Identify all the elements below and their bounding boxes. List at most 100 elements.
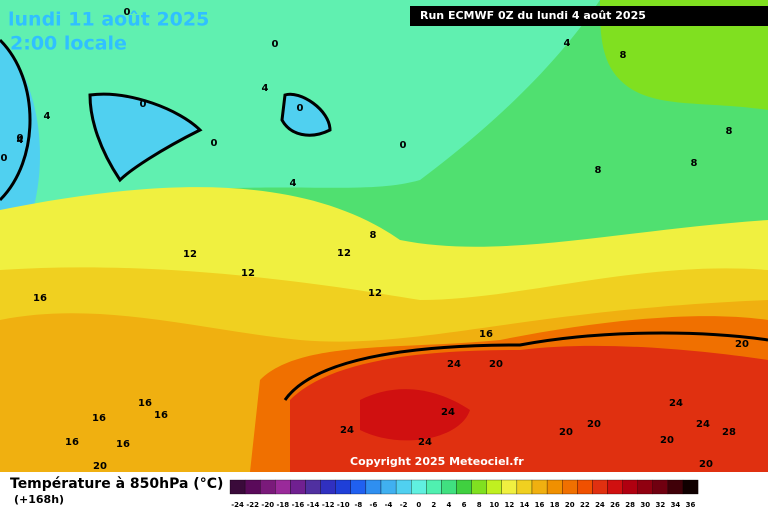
colorbar-label: -6 <box>370 501 378 509</box>
colorbar-label: 20 <box>565 501 575 509</box>
contour-label: 12 <box>241 268 255 279</box>
contour-label: 24 <box>447 359 461 370</box>
contour-label: 20 <box>489 359 503 370</box>
colorbar-label: 34 <box>671 501 681 509</box>
copyright: Copyright 2025 Meteociel.fr <box>350 455 524 468</box>
colorbar-swatch <box>275 479 291 495</box>
colorbar-swatch <box>607 479 623 495</box>
colorbar-label: 22 <box>580 501 590 509</box>
contour-label: 8 <box>691 158 698 169</box>
mild-region <box>600 0 768 110</box>
colorbar-swatch <box>244 479 261 495</box>
cold-region <box>0 40 40 230</box>
legend-title: Température à 850hPa (°C) <box>10 476 223 492</box>
colorbar-swatch <box>637 479 653 495</box>
colorbar-swatch <box>335 479 351 495</box>
colorbar-label: 30 <box>640 501 650 509</box>
colorbar-swatch <box>426 479 442 495</box>
contour-label: 12 <box>368 288 382 299</box>
contour-label: 16 <box>479 329 493 340</box>
colorbar-label: 14 <box>520 501 530 509</box>
contour-label: 0 <box>17 133 24 144</box>
colorbar-label: 6 <box>462 501 467 509</box>
contour-label: 28 <box>722 427 736 438</box>
colorbar-swatch <box>546 479 563 495</box>
colorbar-swatch <box>592 479 608 495</box>
contour-label: 0 <box>140 99 147 110</box>
colorbar-label: -2 <box>400 501 408 509</box>
colorbar-swatch <box>471 479 487 495</box>
colorbar-swatch <box>350 479 367 495</box>
very-hot-region <box>290 345 768 472</box>
contour-label: 20 <box>660 435 674 446</box>
contour-label: 16 <box>116 439 130 450</box>
contour-label: 16 <box>92 413 106 424</box>
colorbar-label: 2 <box>431 501 436 509</box>
colorbar-label: -10 <box>337 501 350 509</box>
contour-label: 8 <box>726 126 733 137</box>
colorbar-swatch <box>516 479 533 495</box>
colorbar-label: 0 <box>416 501 421 509</box>
map <box>0 0 768 473</box>
run-info: Run ECMWF 0Z du lundi 4 août 2025 <box>420 9 646 22</box>
colorbar-label: -24 <box>231 501 244 509</box>
colorbar-label: -4 <box>385 501 393 509</box>
cold-region <box>90 94 200 180</box>
run-box <box>410 6 768 26</box>
contour-label: 20 <box>93 461 107 472</box>
colorbar-swatch <box>577 479 593 495</box>
contour-label: 16 <box>65 437 79 448</box>
contour-label: 4 <box>564 38 571 49</box>
contour-label: 4 <box>17 135 24 146</box>
colorbar-swatch <box>260 479 276 495</box>
isotherm <box>0 38 32 202</box>
very-hot-region <box>360 389 470 441</box>
contour-label: 12 <box>183 249 197 260</box>
colorbar-swatch <box>501 479 518 495</box>
colorbar-label: 32 <box>655 501 665 509</box>
contour-label: 16 <box>138 398 152 409</box>
contour-label: 0 <box>1 153 8 164</box>
colorbar-swatch <box>305 479 321 495</box>
colorbar-label: 8 <box>477 501 482 509</box>
contour-label: 8 <box>370 230 377 241</box>
colorbar-label: 36 <box>686 501 696 509</box>
isotherm <box>280 92 332 137</box>
contour-label: 16 <box>154 410 168 421</box>
contour-label: 4 <box>44 111 51 122</box>
contour-label: 24 <box>669 398 683 409</box>
contour-label: 4 <box>290 178 297 189</box>
map-time: 2:00 locale <box>10 33 127 55</box>
colorbar-swatch <box>531 479 548 495</box>
colorbar-swatch <box>486 479 502 495</box>
colorbar-swatch <box>456 479 472 495</box>
contour-label: 24 <box>441 407 455 418</box>
colorbar-swatch <box>562 479 578 495</box>
contour-label: 20 <box>587 419 601 430</box>
colorbar-swatch <box>441 479 457 495</box>
contour-label: 16 <box>33 293 47 304</box>
map-date: lundi 11 août 2025 <box>8 9 209 31</box>
colorbar-label: 28 <box>625 501 635 509</box>
contour-label: 4 <box>262 83 269 94</box>
colorbar-swatch <box>320 479 336 495</box>
colorbar-label: -16 <box>292 501 305 509</box>
contour-label: 0 <box>211 138 218 149</box>
colorbar-swatch <box>411 479 427 495</box>
contour-label: 20 <box>559 427 573 438</box>
colorbar-swatch <box>652 479 669 495</box>
contour-label: 24 <box>418 437 432 448</box>
contour-label: 24 <box>340 425 354 436</box>
colorbar-label: -14 <box>307 501 320 509</box>
contour-label: 8 <box>595 165 602 176</box>
colorbar-label: 10 <box>489 501 499 509</box>
colorbar-label: -12 <box>322 501 335 509</box>
contour-label: 20 <box>699 459 713 470</box>
contour-label: 0 <box>297 103 304 114</box>
isotherm <box>88 92 203 183</box>
colorbar-label: -22 <box>246 501 259 509</box>
contour-label: 12 <box>337 248 351 259</box>
colorbar-swatch <box>622 479 638 495</box>
colorbar-label: 12 <box>504 501 514 509</box>
